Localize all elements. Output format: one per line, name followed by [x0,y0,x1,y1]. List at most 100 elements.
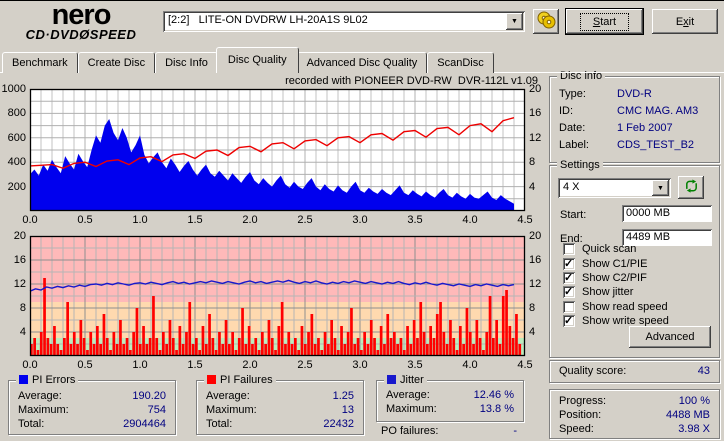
scan-speed-selector[interactable]: 4 X ▼ [558,178,671,198]
axis-tick-label: 3.0 [352,214,368,226]
pi-failures-swatch-icon [207,375,216,384]
settings-group: Settings 4 X ▼ Start: 0000 MB End: 4489 … [549,159,720,358]
disc-date-value: 1 Feb 2007 [617,122,673,134]
pi-failures-maximum-label: Maximum: [206,404,257,416]
disc-label-label: Label: [559,139,589,151]
start-button[interactable]: Start [565,8,644,35]
axis-tick-label: 0.5 [77,359,93,371]
jitter-swatch-icon [387,375,396,384]
chevron-down-icon[interactable]: ▼ [652,180,669,196]
disc-info-icon-button[interactable] [533,9,559,34]
show-write-speed-checkbox[interactable] [563,314,575,327]
tab-strip: Benchmark Create Disc Disc Info Disc Qua… [2,47,494,73]
axis-tick-label: 1.5 [187,359,203,371]
quality-score-box: Quality score: 43 [549,360,720,383]
show-c1-pie-checkbox[interactable] [563,257,575,270]
quick-scan-label[interactable]: Quick scan [582,243,637,255]
axis-tick-label: 12 [529,278,542,290]
speed-label: Speed: [559,423,594,435]
tab-benchmark[interactable]: Benchmark [2,52,78,73]
show-c2-pif-label[interactable]: Show C2/PIF [582,272,647,284]
quality-score-label: Quality score: [559,365,627,377]
drive-selector[interactable]: [2:2] LITE-ON DVDRW LH-20A1S 9L02 ▼ [163,11,525,32]
axis-tick-label: 2.5 [297,359,313,371]
jitter-panel: Jitter Average: 12.46 % Maximum: 13.8 % [376,374,524,422]
chevron-down-icon[interactable]: ▼ [506,13,523,30]
progress-label: Progress: [559,395,607,407]
axis-tick-label: 20 [529,83,542,95]
cd-dvd-speed-logo-text: CD·DVDØSPEED [25,27,137,42]
nero-logo: nero CD·DVDØSPEED [4,0,158,46]
pi-errors-average-label: Average: [18,390,62,402]
disc-info-group-title: Disc info [557,70,606,82]
axis-tick-label: 12 [529,131,542,144]
axis-tick-label: 16 [529,107,542,120]
show-jitter-checkbox[interactable] [563,285,575,298]
pi-failures-average-value: 1.25 [332,390,354,402]
end-position-field[interactable]: 4489 MB [622,229,712,246]
pif-jitter-chart: 20 16 12 8 4 20 16 12 8 4 0.0 0.5 1.0 1.5 2.0 2.5 3.0 3.5… [14,230,542,371]
advanced-button-label: Advanced [645,331,695,343]
tab-advanced-disc-quality[interactable]: Advanced Disc Quality [296,52,428,73]
pi-failures-maximum-value: 13 [341,404,354,416]
refresh-button[interactable] [678,176,704,199]
tab-scandisc[interactable]: ScanDisc [427,52,494,73]
tab-disc-quality[interactable]: Disc Quality [215,47,299,73]
pi-errors-maximum-label: Maximum: [18,404,69,416]
axis-tick-label: 1000 [1,83,26,95]
axis-tick-label: 1.5 [187,214,203,226]
drive-selector-value: [2:2] LITE-ON DVDRW LH-20A1S 9L02 [168,14,368,26]
pi-failures-total-label: Total: [206,418,233,430]
exit-button[interactable]: Exit [652,9,718,34]
axis-tick-label: 3.5 [407,214,423,226]
axis-tick-label: 20 [13,230,26,242]
jitter-average-value: 12.46 % [473,389,514,401]
tab-create-disc[interactable]: Create Disc [77,52,156,73]
refresh-icon [684,179,699,196]
tab-disc-info[interactable]: Disc Info [155,52,218,73]
show-read-speed-label[interactable]: Show read speed [582,301,668,313]
scan-speed-value: 4 X [563,181,580,193]
axis-tick-label: 3.5 [407,359,423,371]
pi-errors-swatch-icon [19,375,28,384]
axis-tick-label: 800 [7,107,26,120]
start-position-label: Start: [560,209,587,221]
disc-id-label: ID: [559,105,574,117]
axis-tick-label: 16 [13,254,26,266]
pie-chart-canvas [29,88,526,212]
po-failures-value: - [513,425,517,437]
nero-logo-text: nero [51,0,112,31]
jitter-title: Jitter [400,374,424,386]
axis-tick-label: 8 [529,156,536,169]
start-position-field[interactable]: 0000 MB [622,205,712,222]
pi-failures-total-value: 22432 [323,418,354,430]
disc-label-value: CDS_TEST_B2 [617,139,695,151]
axis-tick-label: 4 [19,326,26,338]
show-write-speed-label[interactable]: Show write speed [582,315,669,327]
axis-tick-label: 1.0 [132,359,148,371]
quick-scan-checkbox[interactable] [563,243,575,255]
po-failures-row: PO failures: - [381,425,517,437]
pi-errors-maximum-value: 754 [147,404,166,416]
speed-value: 3.98 X [678,423,710,435]
axis-tick-label: 8 [19,302,26,314]
axis-tick-label: 12 [13,278,26,290]
axis-tick-label: 1.0 [132,214,148,226]
pi-failures-legend: PI Failures [204,374,276,386]
show-read-speed-checkbox[interactable] [563,301,575,313]
show-c1-pie-label[interactable]: Show C1/PIE [582,258,648,270]
axis-tick-label: 4.0 [462,214,478,226]
axis-tick-label: 600 [7,131,26,144]
disc-type-value: DVD-R [617,88,652,100]
settings-group-title: Settings [557,159,603,171]
show-jitter-label[interactable]: Show jitter [582,286,634,298]
pi-errors-title: PI Errors [32,374,76,386]
advanced-button[interactable]: Advanced [629,326,711,348]
axis-tick-label: 4.5 [517,359,533,371]
pi-errors-panel: PI Errors Average: 190.20 Maximum: 754 Tot… [8,374,176,435]
axis-tick-label: 0.0 [22,214,38,226]
pi-errors-total-label: Total: [18,418,45,430]
exit-button-label: Exit [675,15,695,28]
show-c2-pif-checkbox[interactable] [563,271,575,284]
